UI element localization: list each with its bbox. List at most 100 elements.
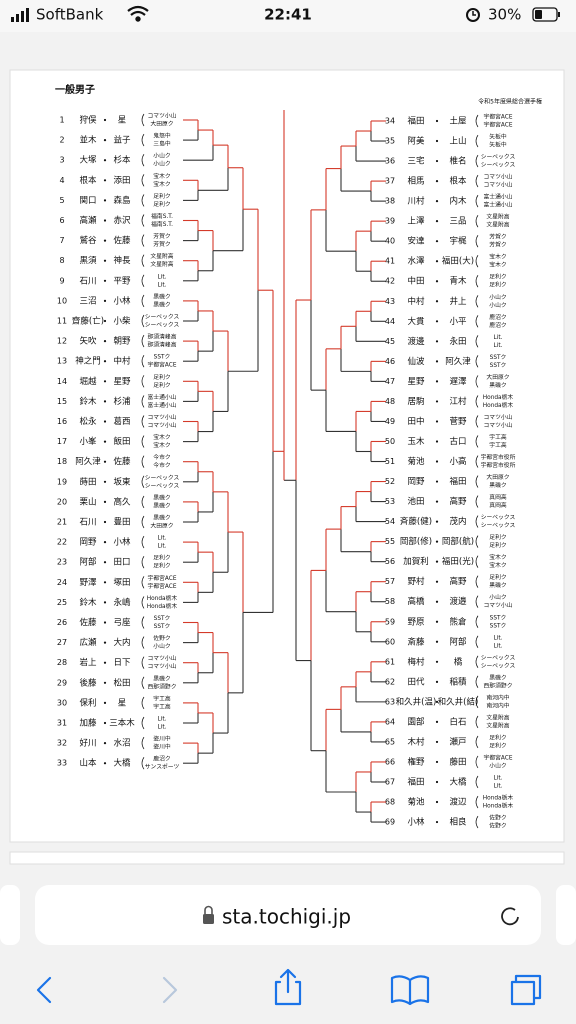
battery-percent: 30% [488, 6, 521, 24]
player-name: 渡邊 [407, 336, 425, 347]
paren [141, 355, 145, 368]
separator [103, 541, 107, 544]
player-name: 星野 [407, 377, 425, 387]
paren [141, 636, 145, 649]
player-name: 三宅 [407, 156, 424, 167]
separator [103, 581, 107, 584]
paren [475, 655, 479, 669]
separator [103, 299, 107, 302]
club-name: 宝木ク [153, 180, 171, 188]
alarm-icon [466, 8, 480, 22]
next-page [9, 851, 565, 865]
player-name: 佐藤 [113, 456, 131, 467]
player-name: 木村 [407, 736, 425, 747]
entry-number: 23 [57, 558, 67, 567]
separator [103, 460, 107, 463]
entry-number: 48 [385, 397, 395, 406]
separator [435, 520, 439, 523]
paren [475, 735, 479, 749]
club-name: 宝木ク [153, 441, 171, 449]
paren [475, 535, 479, 548]
reload-button[interactable] [501, 907, 519, 926]
club-name: 宇工高 [153, 702, 171, 710]
player-name: 山本 [79, 758, 97, 769]
club-name: 宝木ク [489, 561, 507, 569]
paren [475, 455, 479, 468]
player-name: 仙波 [407, 356, 425, 367]
player-name: 居駒 [407, 396, 424, 407]
player-name: 川村 [407, 196, 425, 207]
player-name: 加賀利 [403, 556, 429, 567]
entries: 1 狩俣星コマツ小山大田原ク2 並木 益子 鬼怒中三島中3 大塚 杉本 小山ク小山ク4 根本 添田… [57, 112, 516, 830]
club-name: 西那須野ク [484, 681, 513, 689]
player-name: 鷲谷 [79, 235, 97, 246]
paren [475, 255, 479, 268]
club-name: 福南S.T. [151, 212, 173, 220]
club-name: 黒磯ク [489, 481, 507, 489]
paren [141, 274, 145, 287]
club-name: Lit. [494, 643, 503, 649]
entry-number: 6 [59, 216, 64, 225]
url[interactable]: sta.tochigi.jp [222, 905, 351, 929]
player-name: 岡部(修) [400, 536, 432, 547]
club-name: 小山ク [153, 160, 171, 168]
separator [103, 279, 107, 282]
address-bar[interactable] [35, 885, 541, 945]
club-name: Honda栃木 [483, 794, 514, 802]
club-name: コマツ小山 [484, 601, 513, 609]
club-name: 宝木ク [153, 433, 171, 441]
entry-number: 32 [57, 739, 67, 748]
paren [141, 515, 145, 529]
separator [103, 340, 107, 343]
club-name: 宇都宮ACE [484, 113, 513, 121]
paren [141, 395, 145, 408]
separator [435, 360, 439, 363]
entry-number: 66 [385, 757, 395, 766]
entry-number: 34 [385, 117, 395, 126]
separator [435, 760, 439, 764]
club-name: SSTク [154, 623, 171, 630]
document-title: 一般男子 [55, 83, 95, 96]
entry-number: 31 [57, 719, 67, 728]
entry-number: 56 [385, 557, 395, 566]
document-subtitle: 令和5年度県総合選手権 [478, 98, 542, 106]
club-name: シーベックス [481, 162, 516, 169]
player-name: 大塚 [79, 155, 97, 166]
entry-number: 7 [59, 236, 64, 245]
player-name: 阿久津 [445, 356, 471, 367]
club-name: シーベックス [481, 154, 516, 161]
separator [435, 139, 439, 143]
player-name: 安達 [407, 236, 425, 247]
paren [475, 775, 479, 789]
club-name: 黒磯ク [153, 292, 171, 300]
back-button[interactable] [36, 976, 52, 1004]
bookmarks-button[interactable] [390, 975, 430, 1006]
wifi-icon [127, 5, 149, 22]
player-name: 日下 [113, 658, 131, 668]
forward-button[interactable] [162, 976, 178, 1004]
player-name: 水澤 [407, 256, 425, 267]
entry-number: 4 [59, 176, 64, 185]
player-name: 田中 [407, 416, 424, 427]
player-name: 星 [118, 698, 127, 708]
club-name: SSTク [490, 622, 507, 629]
share-button[interactable] [274, 968, 302, 1006]
club-name: Lit. [494, 343, 503, 349]
tabs-button[interactable] [510, 974, 542, 1006]
entry-number: 14 [57, 377, 67, 386]
club-name: Honda栃木 [147, 602, 178, 610]
player-name: 堀越 [79, 376, 97, 387]
player-name: 阿美 [407, 136, 425, 147]
player-name: 鈴木 [79, 396, 97, 407]
player-name: 小平 [449, 316, 467, 327]
entry-number: 41 [385, 257, 395, 266]
club-name: 南河内中 [486, 693, 509, 701]
club-name: 足利ク [489, 281, 507, 289]
separator [103, 139, 107, 142]
entry-number: 69 [385, 818, 395, 827]
entry-number: 9 [59, 276, 64, 285]
player-name: 並木 [79, 135, 97, 146]
player-name: 江村 [449, 396, 467, 407]
paren [141, 314, 145, 328]
